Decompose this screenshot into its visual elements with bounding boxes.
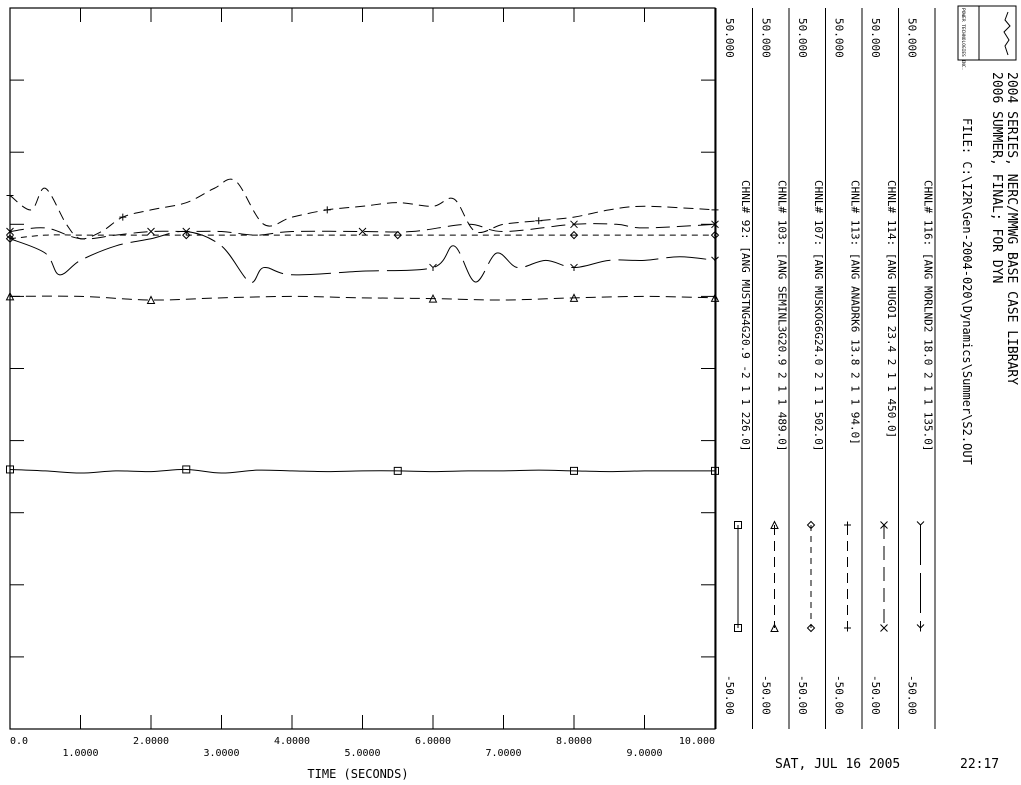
footer-time: 22:17 [960,757,999,772]
legend-channel-label: CHNL# 92: [ANG MUSTNG4G20.9 -2 1 1 226.0… [739,180,752,452]
legend-channel-label: CHNL# 103: [ANG SEMINL3G20.9 2 1 1 489.0… [776,180,789,452]
x-tick-labels: 0.0 1.0000 2.0000 3.0000 4.0000 5.0000 6.0000 7… [10,736,715,759]
data-point-marker [5,234,15,243]
series-line [9,230,716,283]
data-point-marker [806,520,816,530]
data-point-marker [428,293,438,303]
legend-ymin: -50.00 [723,675,736,715]
legend-ymax: 50.000 [723,18,736,58]
data-point-marker [770,623,779,632]
data-point-marker [844,521,851,529]
legend-ymin: -50.00 [906,675,919,715]
data-point-marker [711,256,719,264]
x-tick-label: 3.0000 [203,748,239,759]
data-point-marker [182,465,191,474]
legend-channel: 50.000 -50.00 CHNL# 114: [ANG HUGO1 23.4 2… [869,18,898,715]
legend-channel-label: CHNL# 107: [ANG MUSKOG6G24.0 2 1 1 502.0… [812,180,825,452]
data-point-marker [182,230,191,240]
data-point-marker [6,191,14,199]
x-tick-label: 10.000 [679,736,715,747]
data-point-marker [880,624,888,632]
data-point-marker [710,293,720,302]
data-point-marker [119,213,127,221]
legend-channel: 50.000 -50.00 CHNL# 116: [ANG MORLND2 18.0… [906,18,935,715]
legend-ymin: -50.00 [796,675,809,715]
x-tick-label: 8.0000 [556,736,592,747]
data-point-marker [770,520,779,529]
data-point-marker [844,624,851,632]
data-point-marker [734,624,742,632]
data-point-marker [734,521,742,529]
legend-ymax: 50.000 [869,18,882,58]
channel-legend: 50.000 -50.00 CHNL# 116: [ANG MORLND2 18.0… [715,8,936,729]
data-point-marker [711,206,719,214]
data-point-marker [916,521,925,529]
data-point-marker [570,263,578,272]
data-point-marker [806,623,816,633]
legend-ymin: -50.00 [833,675,846,715]
data-point-marker [711,466,719,475]
x-tick-label: 9.0000 [626,748,662,759]
data-point-marker [570,220,578,229]
company-logo: POWER TECHNOLOGIES INC. [957,5,1017,70]
series-line [9,295,716,301]
data-point-marker [429,263,437,272]
data-point-marker [711,220,719,229]
header-title-line1: 2004 SERIES, NERC/MMWG BASE CASE LIBRARY [1004,72,1019,385]
legend-ymax: 50.000 [833,18,846,58]
data-point-marker [393,466,402,475]
legend-ymin: -50.00 [869,675,882,715]
axis-ticks [9,7,716,730]
x-tick-label: 4.0000 [274,736,310,747]
header: 2004 SERIES, NERC/MMWG BASE CASE LIBRARY… [989,72,1019,385]
data-point-marker [569,230,579,240]
series-lines [9,178,716,474]
data-point-marker [569,293,579,302]
x-tick-label: 2.0000 [133,736,169,747]
x-tick-label: 1.0000 [62,748,98,759]
data-point-marker [393,230,402,240]
legend-channel: 50.000 -50.00 CHNL# 113: [ANG ANADRK6 13.8… [833,18,862,715]
series-line [9,234,715,240]
legend-channel-label: CHNL# 114: [ANG HUGO1 23.4 2 1 1 450.0] [885,180,898,438]
data-point-marker [6,465,14,474]
legend-channel: 50.000 -50.00 CHNL# 103: [ANG SEMINL3G20.9… [760,18,789,715]
x-axis-label: TIME (SECONDS) [307,767,408,781]
data-point-marker [358,227,367,236]
footer-date: SAT, JUL 16 2005 [775,757,900,772]
legend-ymax: 50.000 [906,18,919,58]
series-markers [5,191,720,475]
legend-ymin: -50.00 [760,675,773,715]
series-line [9,468,715,474]
logo-text: POWER TECHNOLOGIES INC. [960,8,966,70]
x-tick-label: 7.0000 [485,748,521,759]
data-point-marker [323,206,331,214]
x-tick-label: 0.0 [10,736,28,747]
header-title-line2: 2006 SUMMER, FINAL; FOR DYN [989,72,1004,283]
data-point-marker [880,521,888,529]
file-label: FILE: C:\I2R\Gen-2004-020\Dynamics\Summe… [960,118,974,465]
data-point-marker [147,227,155,236]
data-point-marker [535,217,543,225]
legend-ymax: 50.000 [796,18,809,58]
data-point-marker [6,227,14,236]
legend-channel: 50.000 -50.00 CHNL# 107: [ANG MUSKOG6G24.0… [796,18,825,715]
data-point-marker [146,295,156,305]
x-tick-label: 5.0000 [344,748,380,759]
x-tick-label: 6.0000 [415,736,451,747]
data-point-marker [916,624,925,632]
legend-channel: 50.000 -50.00 CHNL# 92: [ANG MUSTNG4G20.9 … [723,18,752,715]
legend-ymax: 50.000 [760,18,773,58]
data-point-marker [570,466,578,475]
series-line [9,178,716,240]
plot-frame [9,7,716,730]
legend-channel-label: CHNL# 113: [ANG ANADRK6 13.8 2 1 1 94.0] [849,180,862,445]
data-point-marker [710,230,720,240]
data-point-marker [5,291,15,301]
legend-channel-label: CHNL# 116: [ANG MORLND2 18.0 2 1 1 135.0… [922,180,935,452]
file-label-group: FILE: C:\I2R\Gen-2004-020\Dynamics\Summe… [960,118,974,465]
